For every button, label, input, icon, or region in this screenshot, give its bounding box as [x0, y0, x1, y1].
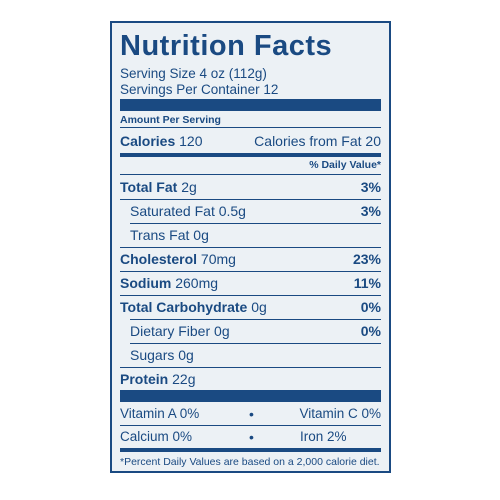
nutrient-label: Trans Fat [130, 227, 190, 243]
nutrient-row-protein: Protein 22g [120, 370, 381, 388]
nutrient-label: Total Fat [120, 179, 178, 195]
vitamin-c: Vitamin C 0% [299, 406, 381, 421]
amount-per-serving-label: Amount Per Serving [120, 114, 221, 126]
thick-divider [120, 390, 381, 402]
bullet-separator: • [249, 406, 254, 422]
nutrient-row-sodium: Sodium 260mg 11% [120, 274, 381, 292]
medium-divider [120, 448, 381, 452]
calcium: Calcium 0% [120, 429, 193, 444]
nutrient-label: Cholesterol [120, 251, 198, 267]
nutrient-daily-value: 3% [360, 179, 381, 195]
nutrient-daily-value: 0% [360, 299, 381, 315]
nutrient-amount: 260mg [175, 275, 219, 291]
vitamin-a: Vitamin A 0% [120, 406, 200, 421]
label-title: Nutrition Facts [120, 30, 333, 62]
nutrient-row-sugars: Sugars 0g [130, 346, 381, 364]
amount-per-serving-row: Amount Per Serving [120, 114, 381, 126]
nutrient-daily-value: 3% [360, 203, 381, 219]
divider [120, 271, 381, 272]
thick-divider [120, 99, 381, 111]
divider [120, 425, 381, 426]
nutrient-label: Sodium [120, 275, 172, 291]
divider [120, 174, 381, 175]
nutrient-daily-value: 23% [352, 251, 381, 267]
divider [130, 319, 381, 320]
nutrient-row-saturated-fat: Saturated Fat 0.5g 3% [130, 202, 381, 220]
nutrient-amount: 2g [181, 179, 197, 195]
iron: Iron 2% [300, 429, 347, 444]
nutrient-label: Sugars [130, 347, 175, 363]
divider [130, 343, 381, 344]
daily-value-header: % Daily Value* [309, 159, 381, 171]
nutrient-label: Saturated Fat [130, 203, 215, 219]
calories-row: Calories 120 Calories from Fat 20 [120, 132, 381, 150]
nutrient-label: Total Carbohydrate [120, 299, 248, 315]
nutrition-facts-label: Nutrition Facts Serving Size 4 oz (112g)… [110, 21, 391, 473]
serving-size: Serving Size 4 oz (112g) [120, 66, 267, 81]
nutrient-amount: 0g [178, 347, 194, 363]
nutrient-amount: 0g [251, 299, 267, 315]
servings-per-container: Servings Per Container 12 [120, 82, 279, 97]
nutrient-row-cholesterol: Cholesterol 70mg 23% [120, 250, 381, 268]
nutrient-row-total-fat: Total Fat 2g 3% [120, 178, 381, 196]
nutrient-amount: 70mg [200, 251, 236, 267]
nutrient-daily-value: 11% [353, 275, 381, 291]
nutrient-label: Protein [120, 371, 169, 387]
nutrient-amount: 0g [193, 227, 209, 243]
nutrient-label: Dietary Fiber [130, 323, 211, 339]
divider [120, 295, 381, 296]
divider [120, 367, 381, 368]
medium-divider [120, 153, 381, 157]
calories-from-fat: Calories from Fat 20 [254, 133, 381, 149]
footnote: *Percent Daily Values are based on a 2,0… [120, 456, 380, 468]
nutrient-row-dietary-fiber: Dietary Fiber 0g 0% [130, 322, 381, 340]
divider [120, 247, 381, 248]
nutrient-row-total-carbohydrate: Total Carbohydrate 0g 0% [120, 298, 381, 316]
nutrient-daily-value: 0% [360, 323, 381, 339]
divider [120, 127, 381, 128]
calories-value: 120 [179, 133, 203, 149]
divider [120, 199, 381, 200]
calories-label: Calories [120, 133, 176, 149]
nutrient-row-trans-fat: Trans Fat 0g [130, 226, 381, 244]
nutrient-amount: 0.5g [218, 203, 246, 219]
divider [130, 223, 381, 224]
daily-value-header-row: % Daily Value* [120, 159, 381, 171]
nutrient-amount: 22g [172, 371, 196, 387]
nutrient-amount: 0g [214, 323, 230, 339]
bullet-separator: • [249, 429, 254, 445]
